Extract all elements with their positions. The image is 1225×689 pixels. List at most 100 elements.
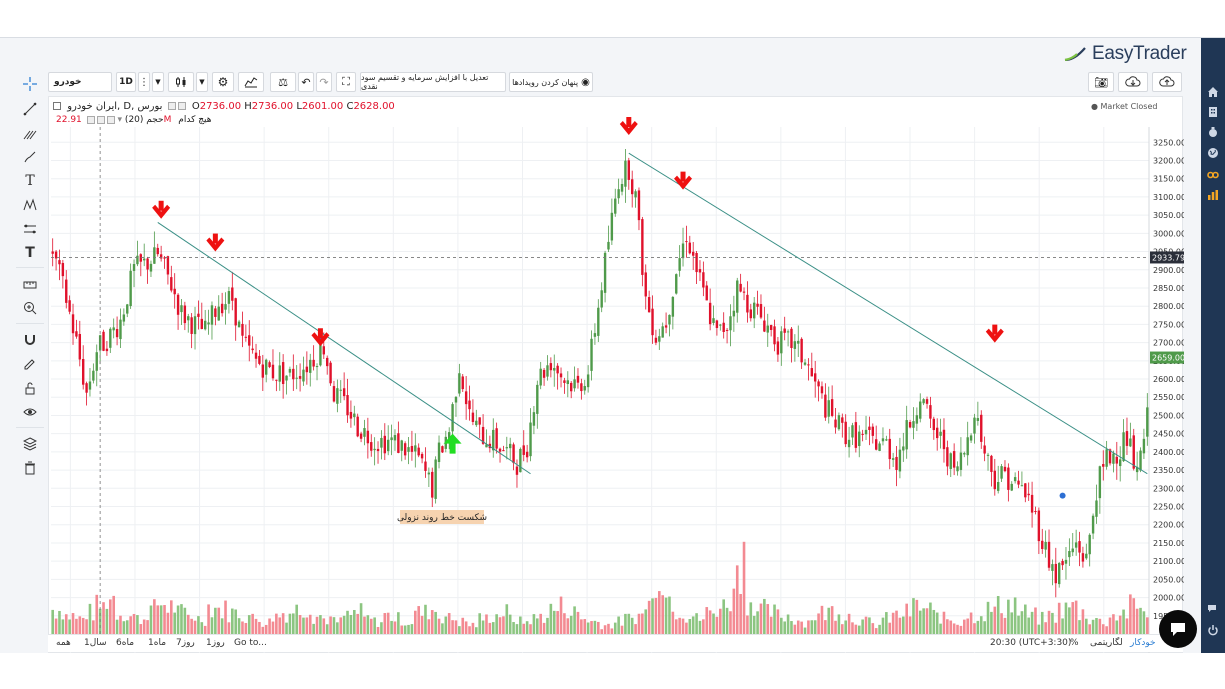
- volume-eye-icon[interactable]: [106, 115, 115, 124]
- settings-button[interactable]: ⚙: [212, 72, 234, 92]
- crosshair-icon: [23, 77, 37, 91]
- candle-body: [586, 374, 590, 388]
- chart-style-button[interactable]: [168, 72, 194, 92]
- redo-button[interactable]: ↷: [316, 72, 332, 92]
- power-icon[interactable]: [1206, 623, 1220, 637]
- trendline-icon: [23, 102, 37, 116]
- font-tool[interactable]: T: [22, 245, 38, 261]
- measure-tool[interactable]: [22, 276, 38, 292]
- candle-body: [427, 472, 431, 475]
- volume-bar: [688, 619, 692, 634]
- magnet-tool[interactable]: [22, 332, 38, 348]
- pattern-tool[interactable]: [22, 197, 38, 213]
- trash-icon: [25, 461, 35, 475]
- range-1y[interactable]: 1سال: [84, 638, 107, 648]
- candle-body: [800, 338, 803, 363]
- volume-bar: [264, 624, 268, 634]
- price-tick-label: 2100.00: [1153, 557, 1184, 566]
- volume-bar: [159, 605, 163, 634]
- symbol-search-input[interactable]: خودرو: [48, 72, 112, 92]
- brand-logo[interactable]: EasyTrader: [1064, 42, 1187, 66]
- indicators-button[interactable]: [238, 72, 264, 92]
- volume-menu-icon[interactable]: ▾: [117, 115, 123, 125]
- candle-body: [393, 435, 397, 441]
- candle-body: [390, 437, 393, 441]
- volume-bar: [58, 610, 61, 634]
- candle-body: [620, 183, 624, 192]
- range-6m[interactable]: 6ماه: [116, 638, 135, 648]
- camera-icon: 📷︎: [1094, 75, 1108, 89]
- hide-events-button[interactable]: پنهان کردن رویدادها ◉: [509, 72, 593, 92]
- legend-eye-icon[interactable]: [167, 102, 176, 110]
- volume-bar: [915, 599, 919, 634]
- chart-style-dropdown[interactable]: ▼: [196, 72, 208, 92]
- stay-drawing-tool[interactable]: [22, 356, 38, 372]
- home-icon[interactable]: [1206, 85, 1220, 99]
- legend-settings-icon[interactable]: [177, 102, 186, 110]
- candle-body: [153, 247, 156, 264]
- volume-bar: [983, 621, 986, 634]
- projection-tool[interactable]: [22, 221, 38, 237]
- range-1m[interactable]: 1ماه: [148, 638, 167, 648]
- interval-selector[interactable]: 1D: [116, 72, 136, 92]
- brush-tool[interactable]: [22, 149, 38, 165]
- fullscreen-button[interactable]: ⛶: [336, 72, 356, 92]
- volume-bar: [441, 623, 444, 634]
- candle-body: [190, 317, 193, 334]
- candle-body: [600, 290, 603, 308]
- brush-icon: [24, 151, 36, 163]
- chart-panel[interactable]: 3250.00 3200.00 3150.00 3100.00 3050.00 3000.…: [48, 96, 1184, 654]
- cloud-load-button[interactable]: [1118, 72, 1148, 92]
- range-1d[interactable]: 1روز: [206, 638, 225, 648]
- money-bag-icon[interactable]: [1206, 125, 1220, 139]
- cloud-save-button[interactable]: [1152, 72, 1182, 92]
- price-chart[interactable]: 3250.00 3200.00 3150.00 3100.00 3050.00 3000.…: [49, 97, 1184, 654]
- range-7d[interactable]: 7روز: [176, 638, 195, 648]
- resistance-arrow-icon: [311, 328, 330, 347]
- text-tool[interactable]: T: [22, 173, 38, 189]
- volume-bar: [1142, 611, 1146, 634]
- support-chat-button[interactable]: [1159, 610, 1197, 648]
- candle-body: [519, 448, 522, 473]
- volume-bar: [922, 608, 925, 634]
- interval-dropdown-button[interactable]: ▼: [152, 72, 164, 92]
- volume-bar: [793, 624, 797, 634]
- volume-bar: [369, 618, 373, 634]
- volume-bar: [336, 622, 339, 634]
- chat-bubbles-icon[interactable]: [1206, 602, 1220, 616]
- bar-chart-icon[interactable]: [1206, 188, 1220, 202]
- delete-tool[interactable]: [22, 460, 38, 476]
- interval-menu-button[interactable]: ⋮: [138, 72, 150, 92]
- fib-tool[interactable]: [22, 125, 38, 141]
- undo-button[interactable]: ↶: [298, 72, 314, 92]
- binoculars-icon[interactable]: [1206, 167, 1220, 181]
- volume-close-icon[interactable]: [86, 115, 95, 124]
- snapshot-button[interactable]: 📷︎: [1088, 72, 1114, 92]
- volume-bar: [390, 620, 393, 634]
- volume-bar: [268, 618, 271, 634]
- lock-tool[interactable]: [22, 380, 38, 396]
- trendline-tool[interactable]: [22, 101, 38, 117]
- auto-toggle[interactable]: خودکار: [1130, 638, 1156, 648]
- compare-button[interactable]: ⚖: [270, 72, 296, 92]
- candle-body: [1088, 534, 1091, 555]
- candle-body: [959, 452, 963, 470]
- eye-icon: [23, 408, 37, 416]
- building-icon[interactable]: [1206, 105, 1220, 119]
- range-all[interactable]: همه: [56, 638, 71, 648]
- candle-body: [478, 417, 481, 425]
- globe-icon[interactable]: [1206, 146, 1220, 160]
- percent-toggle[interactable]: %: [1070, 638, 1079, 648]
- candle-body: [939, 431, 942, 436]
- volume-bar: [54, 618, 58, 634]
- volume-settings-icon[interactable]: [96, 115, 105, 124]
- crosshair-tool[interactable]: [22, 76, 38, 92]
- candle-body: [1051, 564, 1054, 571]
- collapse-icon[interactable]: [53, 102, 61, 110]
- goto-date[interactable]: Go to...: [234, 638, 267, 648]
- zoom-tool[interactable]: [22, 300, 38, 316]
- adjust-capital-button[interactable]: تعدیل با افزایش سرمایه و تقسیم سود نقدی: [360, 72, 506, 92]
- log-toggle[interactable]: لگاریتمی: [1090, 638, 1123, 648]
- layers-tool[interactable]: [22, 436, 38, 452]
- hide-drawings-tool[interactable]: [22, 404, 38, 420]
